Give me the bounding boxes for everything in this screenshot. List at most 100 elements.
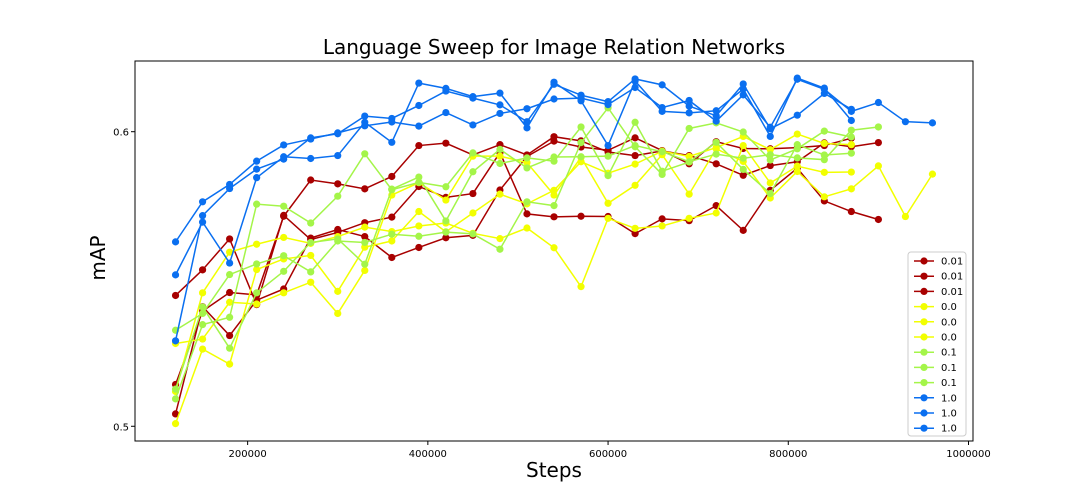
legend-marker bbox=[920, 272, 928, 280]
x-tick-label: 400000 bbox=[409, 449, 447, 460]
series-point bbox=[334, 309, 342, 318]
series-point bbox=[171, 238, 180, 246]
series-point bbox=[631, 134, 639, 142]
series-point bbox=[280, 252, 288, 260]
legend-marker bbox=[920, 409, 928, 417]
series-point bbox=[847, 149, 855, 157]
series-point bbox=[847, 116, 855, 125]
series-point bbox=[334, 192, 342, 200]
series-point bbox=[631, 230, 639, 238]
series-point bbox=[253, 165, 261, 173]
legend-box bbox=[907, 251, 967, 437]
series-point bbox=[631, 141, 639, 150]
series-point bbox=[631, 160, 639, 168]
series-point bbox=[766, 146, 774, 154]
series-point bbox=[901, 212, 910, 221]
series-point bbox=[334, 129, 342, 137]
series-point bbox=[253, 289, 261, 297]
axis-ticks: 200000 400000 600000 800000 1000000 0.5 0.6 bbox=[113, 128, 991, 460]
series-point bbox=[415, 141, 423, 150]
legend-label: 1.0 bbox=[941, 424, 957, 435]
series-point bbox=[198, 321, 207, 329]
series-point bbox=[361, 122, 369, 130]
series-point bbox=[280, 289, 288, 297]
series-point bbox=[307, 154, 315, 163]
series-point bbox=[171, 395, 180, 403]
series-point bbox=[442, 183, 450, 191]
series-point bbox=[820, 139, 828, 148]
series-point bbox=[469, 168, 477, 176]
series-point bbox=[226, 288, 234, 297]
series-point bbox=[388, 213, 396, 221]
series-point bbox=[685, 214, 693, 222]
series-point bbox=[577, 283, 585, 291]
legend-label: 0.01 bbox=[941, 272, 963, 283]
series-point bbox=[550, 202, 558, 210]
series-point bbox=[280, 212, 288, 220]
series-point bbox=[820, 156, 828, 164]
series-point bbox=[280, 153, 288, 161]
series-point bbox=[198, 266, 207, 274]
series-point bbox=[469, 189, 477, 198]
series-point bbox=[280, 267, 288, 275]
series-point bbox=[469, 230, 477, 238]
series-point bbox=[847, 207, 855, 216]
series-point bbox=[388, 185, 396, 193]
series-point bbox=[307, 135, 315, 143]
series-point bbox=[712, 209, 720, 217]
series-point bbox=[226, 331, 234, 340]
series-point bbox=[415, 243, 423, 252]
series-point bbox=[226, 248, 234, 256]
series-point bbox=[361, 260, 369, 268]
series-point bbox=[198, 212, 207, 220]
legend-label: 0.01 bbox=[941, 287, 963, 298]
series-point bbox=[496, 109, 504, 118]
series-point bbox=[226, 180, 234, 189]
series-point bbox=[604, 171, 612, 180]
series-point bbox=[280, 233, 288, 242]
series-point bbox=[739, 91, 747, 99]
series-point bbox=[280, 202, 288, 210]
series-point bbox=[685, 190, 693, 198]
series-point bbox=[171, 410, 180, 418]
series-point bbox=[658, 170, 666, 179]
series-point bbox=[226, 360, 234, 368]
series-point bbox=[171, 385, 180, 393]
series-point bbox=[415, 222, 423, 230]
series-point bbox=[685, 124, 693, 133]
series-point bbox=[523, 210, 531, 218]
series-point bbox=[415, 207, 423, 216]
series-point bbox=[874, 215, 882, 224]
series-point bbox=[253, 157, 261, 165]
legend-label: 0.1 bbox=[941, 363, 957, 374]
series-point bbox=[388, 230, 396, 238]
series-line-9 bbox=[174, 78, 852, 341]
series-point bbox=[226, 270, 234, 279]
series-point bbox=[442, 196, 450, 204]
series-point bbox=[388, 253, 396, 262]
series-point bbox=[496, 245, 504, 253]
series-point bbox=[388, 172, 396, 181]
x-tick-label: 800000 bbox=[769, 449, 807, 460]
series-point bbox=[388, 118, 396, 126]
series-point bbox=[469, 149, 477, 157]
series-point bbox=[847, 185, 855, 193]
series-point bbox=[766, 161, 774, 170]
series-point bbox=[523, 105, 531, 113]
series-point bbox=[253, 260, 261, 268]
y-tick-label: 0.5 bbox=[113, 422, 129, 433]
legend-marker bbox=[920, 363, 928, 371]
plot-frame bbox=[134, 60, 974, 442]
series-point bbox=[361, 150, 369, 158]
series-point bbox=[793, 154, 801, 162]
series-line-3 bbox=[174, 133, 852, 424]
series-point bbox=[631, 151, 639, 160]
legend-label: 0.0 bbox=[941, 317, 957, 328]
series-point bbox=[820, 193, 828, 201]
series-point bbox=[550, 78, 558, 86]
series-point bbox=[874, 98, 882, 107]
x-tick-label: 200000 bbox=[229, 449, 267, 460]
series-point bbox=[496, 235, 504, 243]
series-point bbox=[739, 128, 747, 136]
